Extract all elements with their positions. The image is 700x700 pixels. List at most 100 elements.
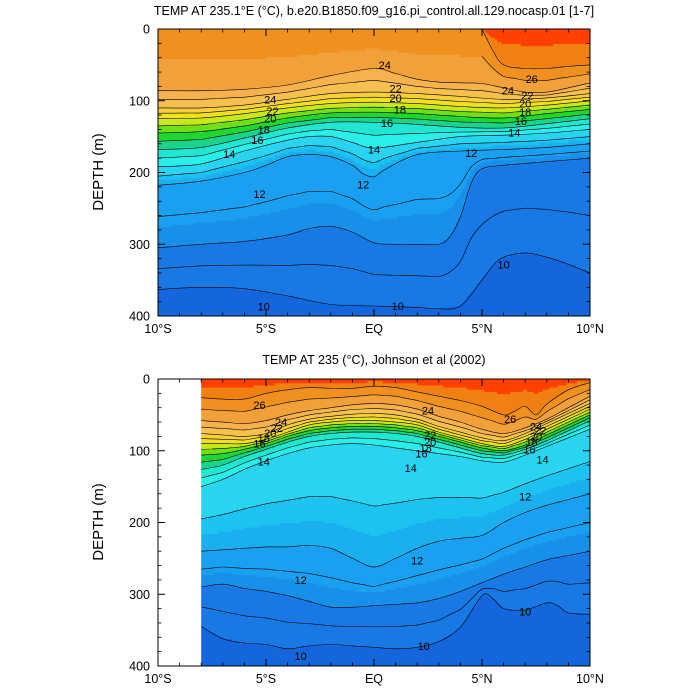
y-tick-label: 0 [143, 23, 150, 37]
model-panel: TEMP AT 235.1°E (°C), b.e20.B1850.f09_g1… [90, 4, 604, 336]
contour-label: 12 [519, 492, 531, 504]
contour-label: 20 [519, 99, 531, 111]
isotherm-26 [481, 29, 590, 70]
x-tick-label: 10°S [144, 672, 171, 686]
isotherm-intermediate [158, 79, 590, 100]
contour-label: 12 [411, 556, 423, 568]
contour-label: 14 [508, 127, 520, 139]
isotherm-10-5 [201, 550, 590, 608]
isotherm-24 [201, 395, 590, 434]
x-tick-label: 10°S [144, 322, 171, 336]
model-axis-ticks: 10°S 5°S EQ 5°N 10°N 0 100 200 300 400 [129, 23, 604, 337]
x-tick-label: EQ [365, 672, 383, 686]
isotherm-intermediate [158, 104, 590, 127]
contour-label: 20 [424, 437, 436, 449]
contour-label: 16 [415, 449, 427, 461]
isotherm-intermediate [201, 417, 590, 463]
contour-label: 12 [357, 180, 369, 192]
model-temperature-fill [158, 29, 590, 316]
isotherm-10-5 [158, 157, 590, 249]
isotherm-22 [201, 403, 590, 442]
model-isotherms [158, 29, 590, 310]
isotherm-18 [201, 414, 590, 456]
contour-label: 26 [253, 400, 265, 412]
x-tick-label: 5°S [256, 322, 276, 336]
contour-label: 24 [502, 86, 514, 98]
contour-label: 12 [294, 575, 306, 587]
contour-label: 18 [394, 104, 406, 116]
model-contour-labels: 2424222018161412222018161412121416182022… [223, 60, 538, 314]
contour-label: 10 [497, 259, 509, 271]
contour-label: 24 [379, 60, 391, 72]
isotherm-16 [201, 420, 590, 470]
contour-label: 24 [275, 417, 287, 429]
contour-label: 16 [515, 116, 527, 128]
contour-label: 14 [368, 145, 380, 157]
contour-label: 18 [420, 443, 432, 455]
y-tick-label: 100 [129, 444, 150, 458]
isotherm-intermediate [481, 56, 590, 81]
contour-label: 20 [389, 93, 401, 105]
contour-label: 18 [519, 107, 531, 119]
contour-label: 22 [424, 430, 436, 442]
isotherm-24 [158, 68, 590, 93]
isotherm-intermediate [158, 113, 590, 142]
isotherm-16 [158, 118, 590, 150]
isotherm-26 [201, 382, 590, 416]
y-tick-label: 100 [129, 94, 150, 108]
isotherm-18 [158, 109, 590, 134]
contour-label: 16 [251, 135, 263, 147]
x-tick-label: 10°N [576, 322, 604, 336]
contour-label: 10 [418, 641, 430, 653]
observation-temperature-fill [201, 379, 590, 666]
contour-label: 20 [264, 428, 276, 440]
contour-label: 16 [381, 118, 393, 130]
isotherm-intermediate [158, 136, 590, 177]
observation-contour-labels: 2624222018161424222018161426242220181614… [253, 400, 548, 663]
contour-label: 22 [271, 423, 283, 435]
y-tick-label: 400 [129, 310, 150, 324]
isotherm-10 [201, 593, 590, 650]
x-tick-label: 5°S [256, 672, 276, 686]
isotherm-intermediate [158, 207, 590, 278]
contour-label: 22 [389, 84, 401, 96]
contour-label: 22 [266, 106, 278, 118]
y-tick-label: 200 [129, 516, 150, 530]
contour-label: 12 [465, 148, 477, 160]
contour-label: 20 [530, 431, 542, 443]
contour-label: 24 [530, 421, 542, 433]
contour-label: 20 [264, 114, 276, 126]
observation-y-axis-title: DEPTH (m) [90, 483, 107, 561]
x-tick-label: 5°N [472, 322, 493, 336]
isotherm-12 [158, 143, 590, 186]
contour-label: 26 [526, 74, 538, 86]
isotherm-intermediate [201, 461, 590, 520]
contour-label: 26 [504, 414, 516, 426]
x-tick-label: 5°N [472, 672, 493, 686]
isotherm-intermediate [158, 96, 590, 114]
contour-label: 16 [253, 439, 265, 451]
model-panel-title: TEMP AT 235.1°E (°C), b.e20.B1850.f09_g1… [154, 4, 594, 18]
y-tick-label: 300 [129, 588, 150, 602]
isotherm-intermediate [158, 123, 590, 159]
contour-label: 10 [519, 607, 531, 619]
contour-label: 18 [258, 124, 270, 136]
x-tick-label: 10°N [576, 672, 604, 686]
contour-label: 10 [258, 302, 270, 314]
contour-label: 24 [264, 94, 276, 106]
y-tick-label: 0 [143, 373, 150, 387]
observation-panel-title: TEMP AT 235 (°C), Johnson et al (2002) [262, 353, 485, 367]
isotherm-12 [201, 493, 590, 568]
contour-label: 16 [523, 444, 535, 456]
contour-label: 22 [521, 91, 533, 103]
isotherm-intermediate [201, 580, 590, 627]
contour-label: 14 [405, 463, 417, 475]
y-tick-label: 300 [129, 238, 150, 252]
isotherm-intermediate [201, 389, 590, 425]
isotherm-14 [158, 129, 590, 168]
y-tick-label: 200 [129, 166, 150, 180]
isotherm-intermediate [201, 424, 590, 479]
contour-label: 14 [223, 149, 235, 161]
contour-label: 10 [392, 301, 404, 313]
